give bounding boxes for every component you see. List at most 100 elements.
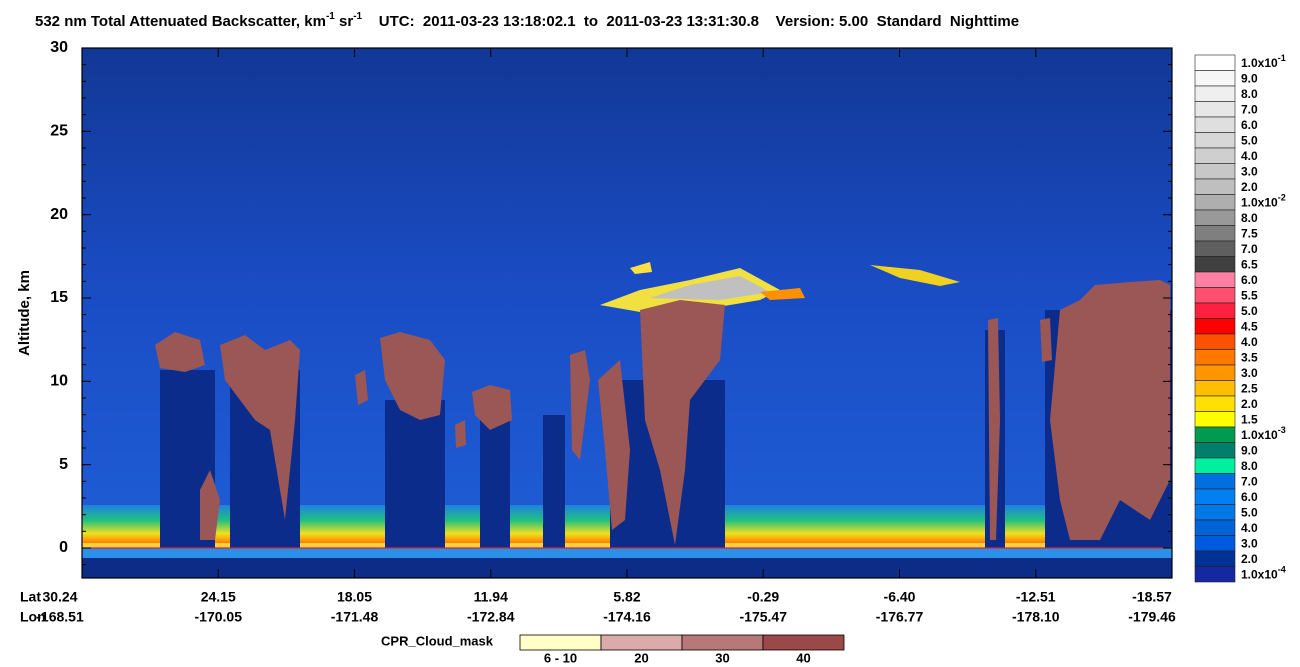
colorbar-label-text: 4.0 bbox=[1241, 149, 1258, 163]
colorbar-label-text: 3.5 bbox=[1241, 350, 1258, 364]
cirrus bbox=[760, 288, 805, 300]
colorbar-swatch bbox=[1194, 132, 1236, 149]
colorbar-label: 6.5 bbox=[1241, 257, 1258, 271]
colorbar-swatch bbox=[1194, 101, 1236, 118]
cloud bbox=[355, 370, 368, 405]
cloud bbox=[380, 332, 445, 420]
lon-label: -171.48 bbox=[331, 609, 379, 625]
colorbar-label: 7.0 bbox=[1241, 242, 1258, 256]
lon-label: -172.84 bbox=[467, 609, 515, 625]
colorbar-swatch bbox=[1194, 318, 1236, 335]
colorbar-label: 2.0 bbox=[1241, 397, 1258, 411]
cpr-legend-swatch bbox=[600, 634, 683, 651]
lon-label: -179.46 bbox=[1128, 609, 1176, 625]
colorbar-label: 7.0 bbox=[1241, 102, 1258, 116]
colorbar-swatch bbox=[1194, 194, 1236, 211]
colorbar-label-text: 7.0 bbox=[1241, 242, 1258, 256]
colorbar-label: 1.0x10-3 bbox=[1241, 425, 1286, 442]
colorbar-label: 1.5 bbox=[1241, 412, 1258, 426]
colorbar-label-text: 4.0 bbox=[1241, 521, 1258, 535]
colorbar-swatch bbox=[1194, 54, 1236, 71]
title-text: sr bbox=[335, 13, 354, 30]
title-superscript: -1 bbox=[353, 11, 362, 22]
lon-title: Lon bbox=[20, 609, 46, 625]
cpr-legend-swatch bbox=[681, 634, 764, 651]
cpr-legend-swatch bbox=[519, 634, 602, 651]
colorbar-label: 6.0 bbox=[1241, 118, 1258, 132]
colorbar-label-text: 9.0 bbox=[1241, 443, 1258, 457]
cloud bbox=[988, 318, 1000, 540]
colorbar-swatch bbox=[1194, 147, 1236, 164]
cpr-legend-label: 30 bbox=[715, 650, 729, 665]
curtain-image bbox=[82, 48, 1172, 578]
colorbar-label: 5.5 bbox=[1241, 288, 1258, 302]
colorbar-label-text: 5.0 bbox=[1241, 133, 1258, 147]
colorbar-swatch bbox=[1194, 395, 1236, 412]
colorbar-swatch bbox=[1194, 519, 1236, 536]
colorbar-label-text: 7.0 bbox=[1241, 474, 1258, 488]
lon-label: -176.77 bbox=[876, 609, 924, 625]
cpr-legend-label: 20 bbox=[634, 650, 648, 665]
colorbar-label: 4.5 bbox=[1241, 319, 1258, 333]
colorbar-swatch bbox=[1194, 349, 1236, 366]
colorbar-label-text: 7.5 bbox=[1241, 226, 1258, 240]
colorbar-label-text: 3.0 bbox=[1241, 366, 1258, 380]
y-tick-label: 15 bbox=[50, 289, 68, 306]
colorbar-label-exponent: -1 bbox=[1278, 53, 1286, 63]
lon-label: -178.10 bbox=[1012, 609, 1060, 625]
lat-label: 5.82 bbox=[613, 589, 640, 605]
colorbar-swatch bbox=[1194, 566, 1236, 583]
colorbar-swatch bbox=[1194, 504, 1236, 521]
colorbar-label: 6.0 bbox=[1241, 273, 1258, 287]
colorbar-label: 8.0 bbox=[1241, 211, 1258, 225]
cloud bbox=[472, 385, 512, 430]
colorbar-swatch bbox=[1194, 333, 1236, 350]
cirrus-core bbox=[650, 276, 770, 300]
colorbar-label-exponent: -4 bbox=[1278, 565, 1286, 575]
colorbar-label: 3.0 bbox=[1241, 536, 1258, 550]
title-text: 532 nm Total Attenuated Backscatter, km bbox=[35, 13, 326, 30]
colorbar-swatch bbox=[1194, 163, 1236, 180]
lat-label: -12.51 bbox=[1016, 589, 1056, 605]
colorbar-label-text: 6.0 bbox=[1241, 273, 1258, 287]
colorbar-label-text: 1.0x10 bbox=[1241, 428, 1278, 442]
cloud bbox=[1040, 318, 1052, 362]
colorbar-label-text: 5.0 bbox=[1241, 505, 1258, 519]
colorbar-label-text: 1.0x10 bbox=[1241, 56, 1278, 70]
colorbar-swatch bbox=[1194, 426, 1236, 443]
cpr-legend-title: CPR_Cloud_mask bbox=[381, 633, 494, 648]
colorbar-label: 8.0 bbox=[1241, 87, 1258, 101]
cpr-legend-label: 40 bbox=[796, 650, 810, 665]
lon-label: -175.47 bbox=[740, 609, 788, 625]
cpr-legend-label: 6 - 10 bbox=[544, 650, 577, 665]
colorbar-swatch bbox=[1194, 178, 1236, 195]
colorbar-label-text: 3.0 bbox=[1241, 164, 1258, 178]
colorbar-swatch bbox=[1194, 535, 1236, 552]
colorbar-label-exponent: -3 bbox=[1278, 425, 1286, 435]
column bbox=[543, 415, 565, 548]
colorbar-swatch bbox=[1194, 302, 1236, 319]
colorbar-label: 3.0 bbox=[1241, 366, 1258, 380]
y-tick-label: 5 bbox=[59, 456, 68, 473]
y-tick-label: 20 bbox=[50, 206, 68, 223]
colorbar-swatch bbox=[1194, 457, 1236, 474]
cirrus bbox=[870, 265, 960, 286]
colorbar-swatch bbox=[1194, 380, 1236, 397]
colorbar-label: 7.0 bbox=[1241, 474, 1258, 488]
colorbar-swatch bbox=[1194, 488, 1236, 505]
colorbar-label: 5.0 bbox=[1241, 505, 1258, 519]
colorbar-label: 2.5 bbox=[1241, 381, 1258, 395]
title-text: UTC: 2011-03-23 13:18:02.1 to 2011-03-23… bbox=[362, 13, 1019, 30]
colorbar-swatch bbox=[1194, 116, 1236, 133]
lat-title: Lat bbox=[20, 589, 41, 605]
colorbar-label-text: 5.5 bbox=[1241, 288, 1258, 302]
colorbar-label-text: 1.5 bbox=[1241, 412, 1258, 426]
chart-title: 532 nm Total Attenuated Backscatter, km -… bbox=[35, 11, 1019, 30]
lat-label: -6.40 bbox=[884, 589, 916, 605]
colorbar-label: 8.0 bbox=[1241, 459, 1258, 473]
colorbar-label-text: 9.0 bbox=[1241, 71, 1258, 85]
colorbar-label: 9.0 bbox=[1241, 443, 1258, 457]
colorbar-swatch bbox=[1194, 225, 1236, 242]
y-tick-label: 30 bbox=[50, 39, 68, 56]
